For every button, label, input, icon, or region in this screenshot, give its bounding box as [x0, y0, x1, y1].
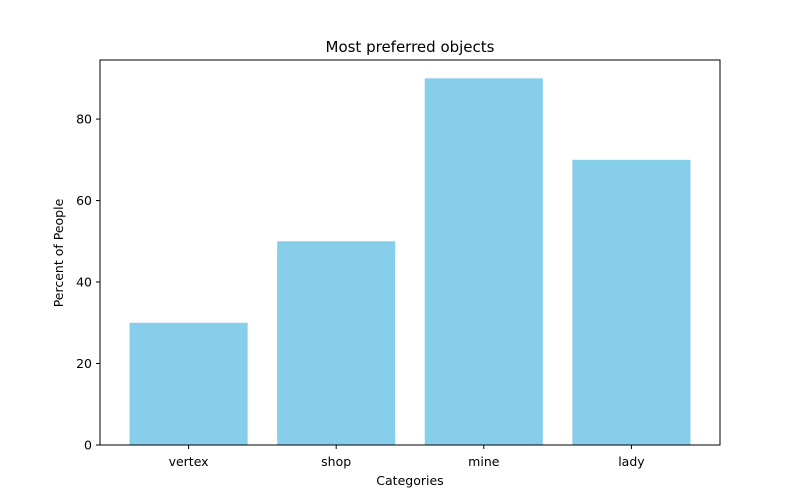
bar-vertex [129, 322, 248, 445]
x-ticks-group: vertex shop mine lady [169, 445, 645, 469]
y-tick-label: 60 [76, 193, 92, 208]
chart-title: Most preferred objects [326, 38, 495, 56]
x-tick-label: shop [321, 454, 351, 469]
y-axis-label: Percent of People [51, 198, 66, 307]
y-ticks-group: 0 20 40 60 80 [76, 112, 100, 453]
y-tick-label: 20 [76, 356, 92, 371]
bar-lady [572, 159, 691, 445]
bar-shop [277, 241, 396, 445]
x-axis-label: Categories [376, 473, 443, 488]
bar-mine [424, 78, 543, 445]
axes-frame [99, 59, 721, 446]
y-tick-label: 0 [84, 438, 92, 453]
bars-group [129, 78, 691, 445]
x-tick-label: lady [618, 454, 645, 469]
x-tick-label: vertex [169, 454, 209, 469]
y-tick-label: 40 [76, 275, 92, 290]
y-tick-label: 80 [76, 112, 92, 127]
x-tick-label: mine [468, 454, 500, 469]
